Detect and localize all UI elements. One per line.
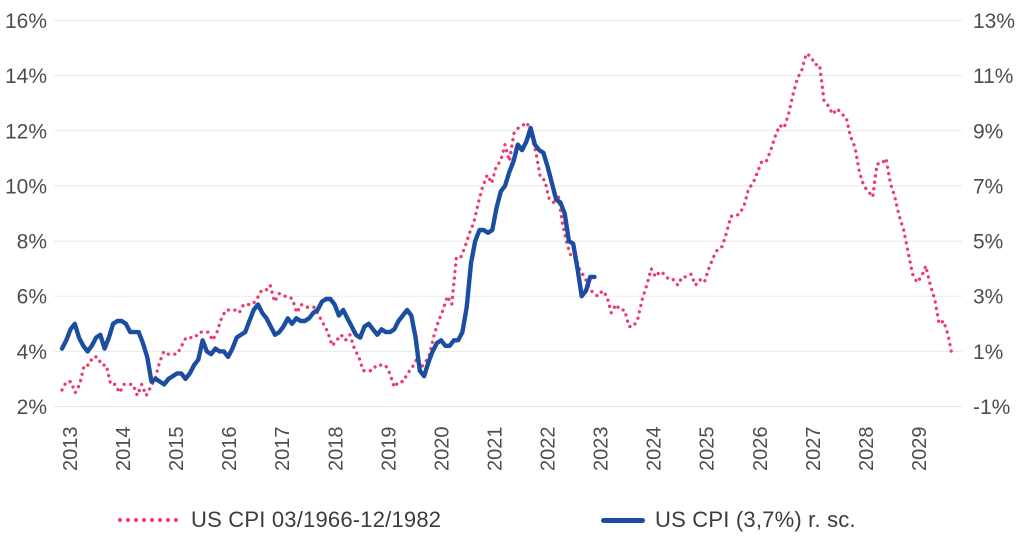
right-axis-tick-label: 7% bbox=[973, 175, 1003, 198]
left-axis-tick-label: 16% bbox=[5, 10, 47, 33]
pink-dotted-line-swatch bbox=[118, 518, 178, 522]
left-axis-tick-label: 10% bbox=[5, 175, 47, 198]
x-axis-tick-label: 2018 bbox=[325, 427, 347, 472]
x-axis-tick-label: 2013 bbox=[60, 427, 82, 472]
x-axis-tick-label: 2021 bbox=[485, 427, 507, 472]
x-axis-tick-label: 2017 bbox=[272, 427, 294, 472]
left-axis-tick-label: 14% bbox=[5, 65, 47, 88]
x-axis-tick-label: 2028 bbox=[856, 427, 878, 472]
left-axis-tick-label: 8% bbox=[17, 231, 47, 254]
x-axis-tick-label: 2019 bbox=[378, 427, 400, 472]
x-axis-tick-label: 2025 bbox=[697, 427, 719, 472]
x-axis-tick-label: 2029 bbox=[909, 427, 931, 472]
x-axis-tick-label: 2027 bbox=[803, 427, 825, 472]
x-axis-tick-label: 2023 bbox=[591, 427, 613, 472]
x-axis-tick-label: 2024 bbox=[644, 427, 666, 472]
left-axis-tick-label: 2% bbox=[17, 396, 47, 419]
right-axis-tick-label: 3% bbox=[973, 286, 1003, 309]
right-axis-tick-label: -1% bbox=[973, 396, 1010, 419]
x-axis-tick-label: 2026 bbox=[750, 427, 772, 472]
blue-solid-line-swatch bbox=[601, 517, 645, 523]
x-axis-tick-label: 2014 bbox=[113, 427, 135, 472]
right-axis-tick-label: 5% bbox=[973, 231, 1003, 254]
left-axis-tick-label: 4% bbox=[17, 341, 47, 364]
x-axis-tick-label: 2016 bbox=[219, 427, 241, 472]
left-axis-tick-label: 12% bbox=[5, 120, 47, 143]
x-axis-tick-label: 2022 bbox=[538, 427, 560, 472]
legend-label-historical-cpi: US CPI 03/1966-12/1982 bbox=[191, 507, 442, 532]
chart-legend: US CPI 03/1966-12/1982 US CPI (3,7%) r. … bbox=[0, 501, 1024, 539]
series-line-current-cpi bbox=[59, 125, 597, 387]
right-axis-tick-label: 13% bbox=[973, 10, 1015, 33]
right-axis-tick-label: 1% bbox=[973, 341, 1003, 364]
x-axis-tick-label: 2020 bbox=[431, 427, 453, 472]
right-axis-tick-label: 11% bbox=[973, 65, 1013, 88]
legend-item-historical-cpi: US CPI 03/1966-12/1982 bbox=[118, 501, 441, 539]
legend-item-current-cpi: US CPI (3,7%) r. sc. bbox=[601, 501, 856, 539]
left-axis-tick-label: 6% bbox=[17, 286, 47, 309]
right-axis-tick-label: 9% bbox=[973, 120, 1003, 143]
legend-label-current-cpi: US CPI (3,7%) r. sc. bbox=[655, 507, 856, 532]
x-axis-tick-label: 2015 bbox=[166, 427, 188, 472]
series-line-historical-cpi bbox=[60, 51, 955, 398]
